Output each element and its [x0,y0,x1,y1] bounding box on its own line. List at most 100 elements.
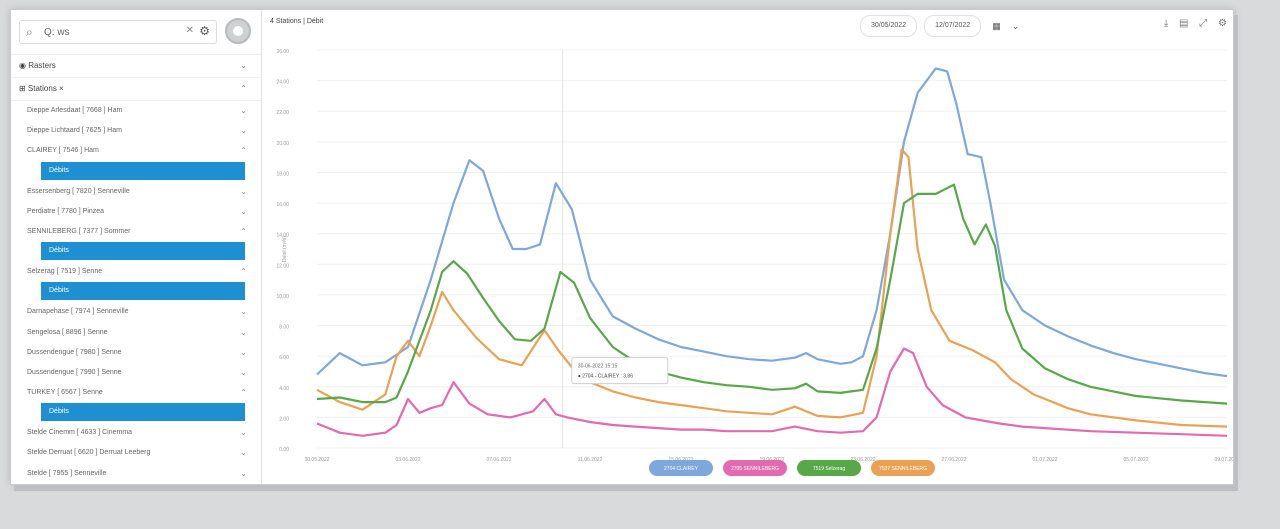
sidebar-section[interactable]: ⊞ Stations × ⌃ [11,78,261,101]
date-toolbar: 30/05/2022 12/07/2022 ▦ ⌄ [860,15,1023,39]
series-line[interactable] [316,183,1228,405]
chevron-down-icon[interactable]: ⌄ [240,468,247,478]
station-item[interactable]: Dussendengue [ 7980 ] Senne ⌄ [11,343,261,363]
main-panel: 4 Stations | Débit 30/05/2022 12/07/2022… [262,10,1233,484]
station-label: Essersenberg [ 7820 ] Senneville [27,187,130,195]
date-from-button[interactable]: 30/05/2022 [860,15,918,37]
legend-label: 2704 CLAIREY [664,466,699,472]
table-icon[interactable]: ▤ [1179,18,1189,29]
search-row: ⌕ ✕ ⚙ [11,10,261,55]
station-item[interactable]: Stelde Derruat [ 6620 ] Derruat Leeberg ⌄ [11,443,261,463]
legend-item[interactable] [871,460,935,476]
y-tick-label: 8.00 [279,325,289,331]
station-item[interactable]: CLAIREY [ 7546 ] Ham ⌃ [11,141,261,161]
series-line[interactable] [316,148,1228,428]
search-box[interactable]: ⌕ ✕ ⚙ [19,20,217,44]
chevron-up-icon[interactable]: ⌃ [240,388,247,398]
y-tick-label: 6.00 [279,355,289,361]
legend-item[interactable] [723,460,787,476]
chevron-down-icon[interactable]: ⌄ [240,126,247,136]
legend-label: 7537 SENNILEBERG [879,466,927,472]
y-tick-label: 22.00 [276,110,289,116]
selected-variable-chip[interactable]: Débits [41,161,245,180]
station-label: Selzerag [ 7519 ] Senne [27,268,103,276]
chevron-down-icon[interactable]: ⌄ [240,448,247,458]
selected-variable-chip[interactable]: Débits [41,403,245,422]
x-tick-label: 09.07.2022 [1214,457,1233,463]
chevron-down-icon[interactable]: ⌄ [240,307,247,317]
y-tick-label: 4.00 [279,386,289,392]
x-tick-label: 30.05.2022 [304,457,329,463]
chevron-down-icon[interactable]: ⌄ [240,428,247,438]
date-to-button[interactable]: 12/07/2022 [924,15,982,37]
chevron-down-icon[interactable]: ⌄ [240,106,247,115]
station-label: Darnapehase [ 7974 ] Senneville [27,308,129,316]
section-label: ⊞ Stations × [19,84,64,93]
x-tick-label: 03.06.2022 [395,457,420,463]
chevron-down-icon[interactable]: ⌄ [240,347,247,357]
station-item[interactable]: Sengelosa [ 8896 ] Senne ⌄ [11,323,261,343]
y-tick-label: 18.00 [276,171,289,177]
station-label: Dussendengue [ 7980 ] Senne [27,348,122,356]
avatar[interactable] [225,18,251,44]
chevron-icon[interactable]: ⌃ [240,84,247,93]
selected-variable-chip[interactable]: Débits [41,282,245,301]
station-label: Stelde Derruat [ 6620 ] Derruat Leeberg [27,449,151,457]
station-item[interactable]: Essersenberg [ 7820 ] Senneville ⌄ [11,182,261,202]
station-label: SENNILEBERG [ 7377 ] Sommer [27,227,131,235]
download-icon[interactable]: ⤓ [1163,18,1169,29]
station-item[interactable]: Dieppe Arlesdaat [ 7668 ] Ham ⌄ [11,101,261,121]
section-label: ◉ Rasters [19,61,56,70]
x-tick-label: 23.06.2022 [850,457,875,463]
app-window: ⌕ ✕ ⚙ ◉ Rasters ⌄ ⊞ Stations × ⌃ Dieppe Arle… [10,9,1234,485]
search-input[interactable] [42,23,186,41]
calendar-icon[interactable]: ▦ [992,20,1001,31]
station-item[interactable]: Dussendengue [ 7990 ] Senne ⌄ [11,363,261,383]
line-chart[interactable]: 0.00 2.00 4.00 6.00 8.00 10.00 12.00 14.00 16.00… [262,38,1233,484]
station-item[interactable]: Dieppe Lichtaard [ 7625 ] Ham ⌄ [11,121,261,141]
sidebar-section[interactable]: ◉ Rasters ⌄ [11,55,261,78]
chart-area: 0.00 2.00 4.00 6.00 8.00 10.00 12.00 14.00 16.00… [262,38,1233,484]
y-tick-label: 14.00 [276,233,289,239]
page-title: 4 Stations | Débit [270,18,324,25]
chevron-up-icon[interactable]: ⌃ [240,146,247,156]
station-label: Dieppe Lichtaard [ 7625 ] Ham [27,127,122,135]
station-item[interactable]: SENNILEBERG [ 7377 ] Sommer ⌃ [11,222,261,242]
x-tick-label: 05.07.2022 [1123,457,1148,463]
station-item[interactable]: TURKEY [ 6567 ] Senne ⌃ [11,383,261,403]
series-line[interactable] [316,67,1228,378]
chevron-icon[interactable]: ⌄ [240,61,247,70]
tooltip-box [571,357,669,385]
station-item[interactable]: Stelde [ 7955 ] Senneville ⌄ [11,464,261,484]
expand-icon[interactable]: ⤢ [1199,18,1208,29]
legend-item[interactable] [649,460,713,476]
station-label: Stelde [ 7955 ] Senneville [27,469,107,477]
chevron-down-icon[interactable]: ⌄ [240,186,247,196]
x-tick-label: 11.06.2022 [578,457,603,463]
close-icon[interactable]: ✕ [185,25,194,36]
station-item[interactable]: Stelde Cinemm [ 4633 ] Cinemma ⌄ [11,423,261,443]
chevron-down-icon[interactable]: ⌄ [240,327,247,337]
series-line[interactable] [316,347,1228,437]
station-label: Perdiatre [ 7780 ] Pinzea [27,207,105,215]
gear-icon[interactable]: ⚙ [199,24,210,38]
x-tick-label: 27.06.2022 [941,457,966,463]
y-tick-label: 2.00 [279,416,289,422]
station-item[interactable]: Selzerag [ 7519 ] Senne ⌃ [11,262,261,282]
x-tick-label: 01.07.2022 [1032,457,1057,463]
chevron-down-icon[interactable]: ⌄ [1011,20,1020,31]
station-item[interactable]: Darnapehase [ 7974 ] Senneville ⌄ [11,302,261,322]
chevron-down-icon[interactable]: ⌄ [240,206,247,216]
station-label: TURKEY [ 6567 ] Senne [27,389,103,397]
chevron-up-icon[interactable]: ⌃ [240,226,247,236]
station-label: Stelde Cinemm [ 4633 ] Cinemma [27,429,133,437]
search-icon: ⌕ [26,25,33,39]
chevron-up-icon[interactable]: ⌃ [240,267,247,277]
chevron-down-icon[interactable]: ⌄ [240,367,247,377]
x-tick-label: 07.06.2022 [486,457,511,463]
station-item[interactable]: Perdiatre [ 7780 ] Pinzea ⌄ [11,202,261,222]
selected-variable-chip[interactable]: Débits [41,242,245,261]
legend-item[interactable] [797,460,861,476]
y-axis-label: Débit (m³/s) [282,236,288,262]
settings-icon[interactable]: ⚙ [1218,18,1227,29]
